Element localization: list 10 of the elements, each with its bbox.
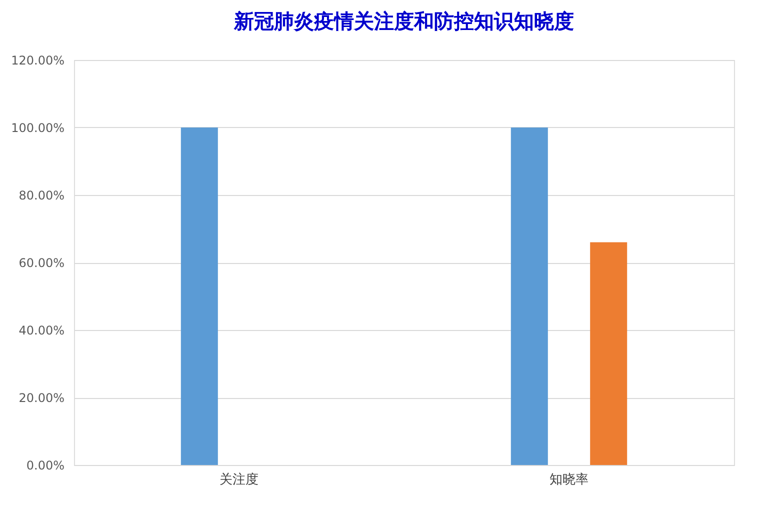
x-tick-label: 关注度 bbox=[220, 472, 258, 488]
y-tick-label: 60.00% bbox=[18, 256, 64, 270]
y-tick-label: 40.00% bbox=[18, 324, 64, 338]
y-tick-label: 120.00% bbox=[11, 54, 64, 68]
y-tick-label: 100.00% bbox=[11, 121, 64, 135]
x-tick-label: 知晓率 bbox=[550, 472, 588, 488]
y-tick-label: 20.00% bbox=[18, 391, 64, 405]
chart-title: 新冠肺炎疫情关注度和防控知识知晓度 bbox=[233, 9, 574, 33]
y-tick-label: 0.00% bbox=[26, 458, 64, 472]
y-tick-label: 80.00% bbox=[18, 188, 64, 202]
